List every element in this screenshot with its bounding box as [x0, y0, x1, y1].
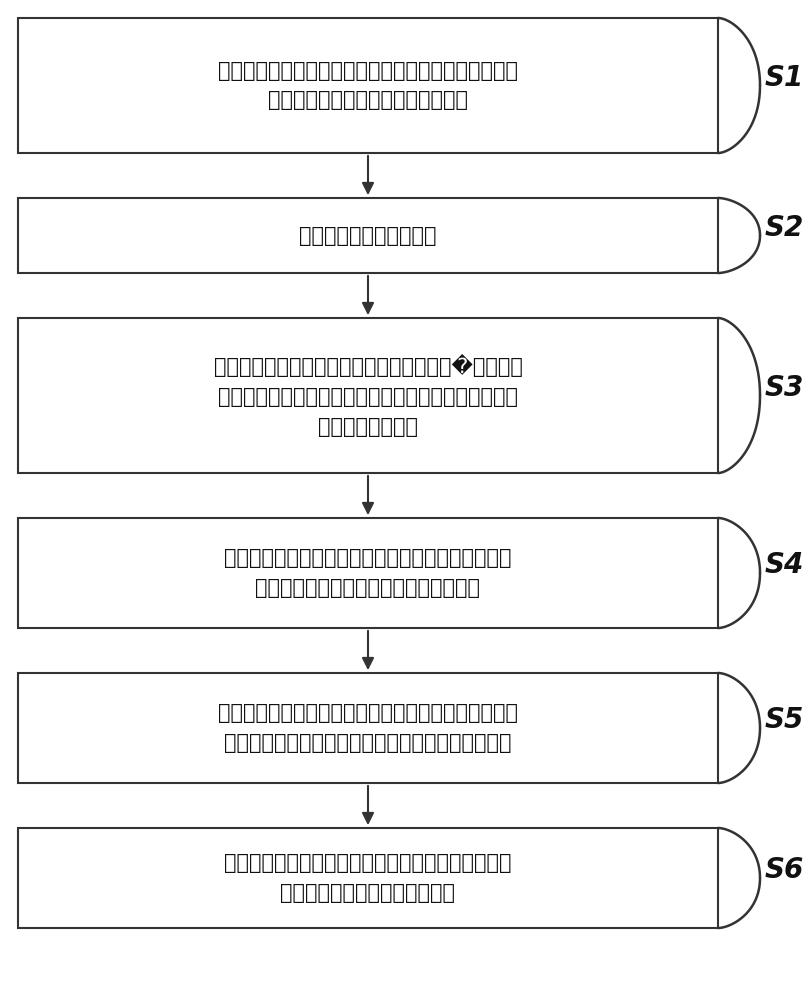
- Text: S2: S2: [765, 214, 804, 241]
- Text: S1: S1: [765, 64, 804, 92]
- Text: 确定所要提取的特征阶次: 确定所要提取的特征阶次: [299, 226, 437, 245]
- Text: S3: S3: [765, 373, 804, 401]
- Text: 对于每一特征阶次，将两路相互垂直的径向振动位移
信号合成，构造随时间变化的三维螺旋线: 对于每一特征阶次，将两路相互垂直的径向振动位移 信号合成，构造随时间变化的三维螺…: [224, 548, 512, 598]
- Text: 将阶次轴与水平方向位移轴合并，将四维时变全息谱
表达为三维可视化螺旋线的组合: 将阶次轴与水平方向位移轴合并，将四维时变全息谱 表达为三维可视化螺旋线的组合: [224, 853, 512, 903]
- Text: S4: S4: [765, 551, 804, 579]
- Text: 将各阶次对应的三维螺旋线按阶次排列，构造水平径向
振幅、垂直径向振幅、时间、阶次的四维时变全息谱: 将各阶次对应的三维螺旋线按阶次排列，构造水平径向 振幅、垂直径向振幅、时间、阶次…: [218, 703, 518, 753]
- Bar: [18, 828, 718, 928]
- Bar: [18, 673, 718, 783]
- Text: S5: S5: [765, 706, 804, 734]
- Text: S6: S6: [765, 856, 804, 884]
- Bar: [18, 318, 718, 473]
- Bar: [18, 198, 718, 273]
- Text: 等时间间隔采集转子预设截面上的两路相互垂直的径向
振动位移信号，并同步采集转速信号: 等时间间隔采集转子预设截面上的两路相互垂直的径向 振动位移信号，并同步采集转速信…: [218, 61, 518, 110]
- Bar: [18, 18, 718, 153]
- Text: 利用时变相位解调和时变滤波，从两路相互�直的径向
振动位移信号中，将所要提取的特征阶次分离为单一的
时变频率分量信号: 利用时变相位解调和时变滤波，从两路相互�直的径向 振动位移信号中，将所要提取的特…: [214, 354, 523, 437]
- Bar: [18, 518, 718, 628]
